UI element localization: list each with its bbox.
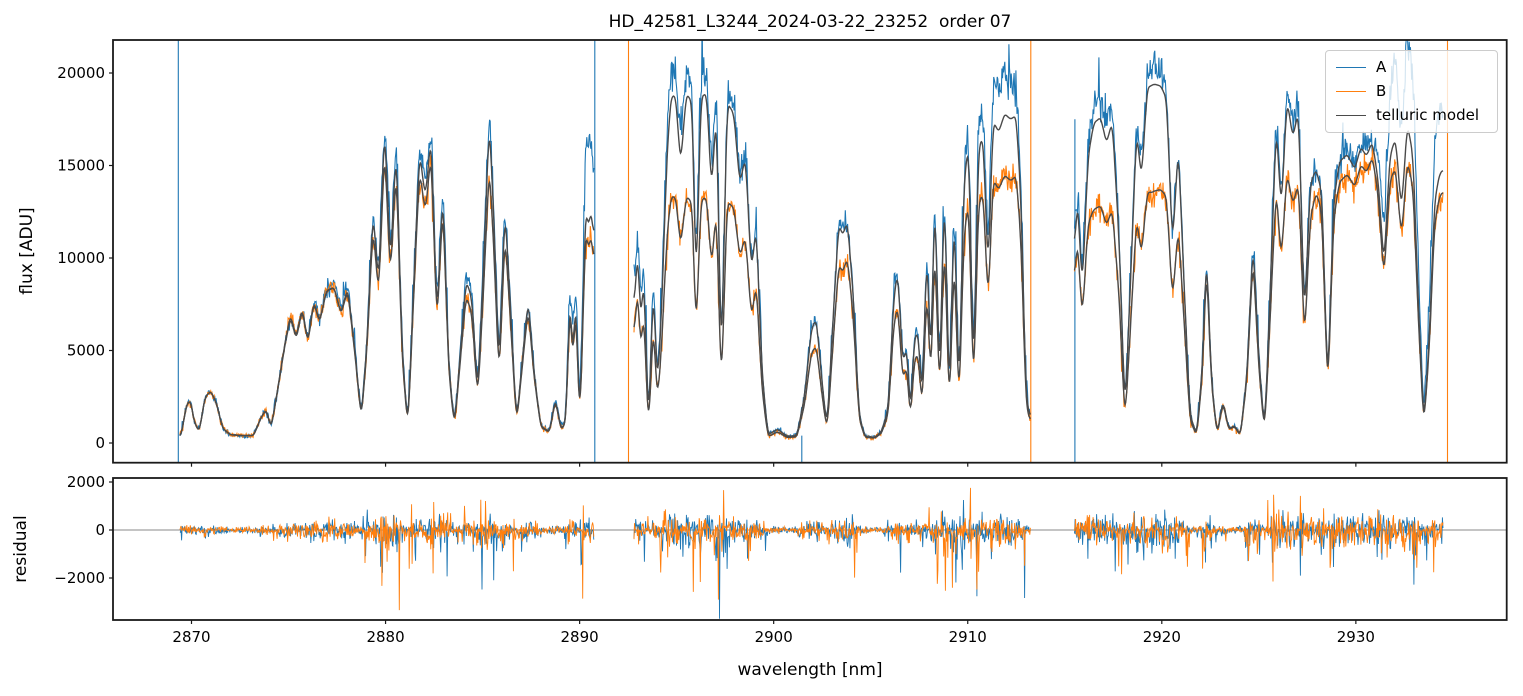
flux-y-tick-label: 20000 (57, 64, 105, 82)
x-tick-label: 2910 (949, 628, 987, 646)
flux-axis-label: flux [ADU] (17, 207, 37, 295)
flux-y-tick-label: 15000 (57, 157, 105, 175)
residual-a-line (179, 499, 1444, 619)
legend: A B telluric model (1325, 50, 1498, 133)
x-tick-label: 2900 (755, 628, 793, 646)
figure-title: HD_42581_L3244_2024-03-22_23252 order 07 (608, 12, 1012, 32)
x-tick-label: 2890 (561, 628, 599, 646)
flux-y-tick-label: 10000 (57, 249, 105, 267)
residual-y-tick-label: 2000 (67, 473, 105, 491)
flux-y-tick-label: 0 (95, 434, 105, 452)
wavelength-axis-label: wavelength [nm] (737, 660, 883, 680)
legend-item-telluric: telluric model (1336, 108, 1487, 123)
residual-axis-label: residual (11, 515, 31, 583)
x-tick-label: 2880 (366, 628, 404, 646)
legend-line-b-icon (1336, 90, 1366, 92)
legend-line-telluric-icon (1336, 115, 1366, 117)
telluric-model-line-b (179, 160, 1444, 439)
flux-panel-frame (112, 39, 1508, 464)
legend-item-a: A (1336, 57, 1487, 76)
series-b-line (179, 40, 1449, 463)
legend-item-b: B (1336, 81, 1487, 100)
legend-label-a: A (1376, 57, 1387, 76)
x-tick-label: 2930 (1337, 628, 1375, 646)
residual-panel-data (113, 487, 1507, 619)
axis-ticks: 2870 2880 2890 2900 2910 2920 2930 0 5000 10000 15… (54, 64, 1375, 646)
residual-y-tick-label: −2000 (54, 569, 105, 587)
x-tick-label: 2920 (1143, 628, 1181, 646)
series-a-line (177, 40, 1444, 463)
flux-panel-data (177, 40, 1449, 463)
legend-label-b: B (1376, 81, 1387, 100)
x-tick-label: 2870 (172, 628, 210, 646)
legend-label-telluric: telluric model (1376, 106, 1480, 125)
legend-line-a-icon (1336, 66, 1366, 68)
residual-panel-frame (112, 477, 1508, 621)
flux-y-tick-label: 5000 (67, 342, 105, 360)
residual-b-line (179, 487, 1444, 611)
residual-y-tick-label: 0 (95, 521, 105, 539)
